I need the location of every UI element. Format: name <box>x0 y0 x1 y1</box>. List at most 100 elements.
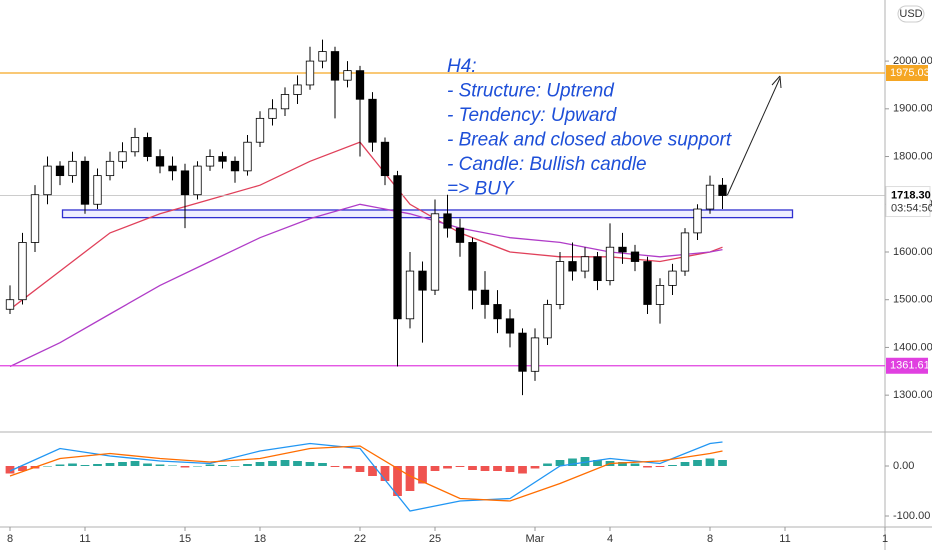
candle-body <box>330 51 340 81</box>
currency-badge[interactable] <box>897 5 925 23</box>
candle-body <box>230 160 240 172</box>
histogram-bar <box>105 463 115 466</box>
arrow-head <box>771 75 782 89</box>
currency-label: USD <box>899 8 922 20</box>
histogram-bar <box>418 466 427 484</box>
candle-body <box>718 184 727 196</box>
candle-body <box>30 194 40 243</box>
histogram-bar <box>405 466 415 491</box>
candle-body <box>480 289 490 305</box>
histogram-bar <box>268 461 277 466</box>
candle-body <box>405 270 415 320</box>
histogram-bar <box>55 464 65 466</box>
histogram-bar <box>343 466 352 469</box>
histogram-bar <box>68 463 77 466</box>
candle-body <box>193 165 202 196</box>
price-level-label: 1975.03 <box>890 67 930 79</box>
annotation-text: - Tendency: Upward <box>447 105 618 126</box>
y-tick-label: 1500.00 <box>893 294 932 306</box>
histogram-bar <box>305 462 315 466</box>
histogram-bar <box>168 465 177 466</box>
candle-body <box>155 156 165 167</box>
histogram-bar <box>318 463 327 466</box>
candle-body <box>618 246 627 253</box>
candle-body <box>580 256 590 272</box>
histogram-bar <box>618 462 627 466</box>
candle-body <box>343 70 352 81</box>
histogram-bar <box>193 466 202 467</box>
candle-body <box>130 137 140 153</box>
countdown-timer: 03:54:50 <box>891 202 932 214</box>
histogram-bar <box>568 458 577 466</box>
candle-body <box>518 332 527 372</box>
candle-body <box>293 84 302 95</box>
candle-body <box>80 160 90 205</box>
y-tick-label: 0.00 <box>893 460 914 472</box>
histogram-bar <box>155 464 165 466</box>
x-tick-label: 1 <box>882 533 888 545</box>
candle-body <box>305 60 315 86</box>
x-tick-label: 4 <box>607 533 613 545</box>
candle-body <box>493 304 502 320</box>
candle-body <box>43 165 52 196</box>
x-tick-label: 8 <box>7 533 13 545</box>
candle-body <box>543 304 552 339</box>
y-tick-label: 1600.00 <box>893 246 932 258</box>
y-tick-label: 2000.00 <box>893 55 932 67</box>
candle-body <box>668 270 677 286</box>
candle-body <box>355 70 365 100</box>
candle-body <box>143 137 152 157</box>
annotation-text: H4: <box>447 56 477 77</box>
histogram-bar <box>143 463 152 466</box>
histogram-bar <box>205 464 215 466</box>
candle-body <box>430 213 440 291</box>
candle-body <box>418 270 427 291</box>
histogram-bar <box>718 460 727 466</box>
histogram-bar <box>355 466 365 472</box>
x-tick-label: 22 <box>354 533 366 545</box>
candle-body <box>105 160 115 177</box>
candle-body <box>455 227 465 243</box>
y-tick-label: 1900.00 <box>893 103 932 115</box>
candle-body <box>118 151 127 162</box>
x-tick-label: 18 <box>254 533 266 545</box>
histogram-bar <box>93 464 102 466</box>
histogram-bar <box>5 466 15 474</box>
annotation-text: - Structure: Uptrend <box>447 81 615 102</box>
histogram-bar <box>455 466 465 467</box>
y-tick-label: 1800.00 <box>893 150 932 162</box>
histogram-bar <box>493 466 502 471</box>
histogram-bar <box>280 460 290 466</box>
histogram-bar <box>668 465 677 466</box>
candle-body <box>530 337 540 372</box>
x-tick-label: 11 <box>79 533 90 545</box>
histogram-bar <box>593 460 602 466</box>
candle-body <box>568 261 577 272</box>
candle-body <box>5 299 15 310</box>
histogram-bar <box>380 466 390 481</box>
candle-body <box>705 184 715 210</box>
candle-body <box>555 261 565 305</box>
candle-body <box>368 98 377 143</box>
x-tick-label: 8 <box>707 533 713 545</box>
histogram-bar <box>393 466 402 496</box>
histogram-bar <box>255 462 265 466</box>
candle-body <box>18 242 27 301</box>
histogram-bar <box>368 466 377 476</box>
x-tick-label: 11 <box>779 533 790 545</box>
price-level-label: 1361.61 <box>890 360 930 372</box>
indicator-line <box>9 445 723 502</box>
candle-body <box>393 175 402 320</box>
histogram-bar <box>530 466 540 469</box>
histogram-bar <box>655 466 665 467</box>
histogram-bar <box>180 466 190 468</box>
y-tick-label: 1400.00 <box>893 341 932 353</box>
histogram-bar <box>293 461 302 466</box>
annotation-text: - Candle: Bullish candle <box>447 154 647 175</box>
arrow-line <box>726 77 781 197</box>
histogram-bar <box>580 457 590 466</box>
x-tick-label: 15 <box>179 533 191 545</box>
histogram-bar <box>468 466 477 470</box>
last-price-tag <box>885 186 931 218</box>
